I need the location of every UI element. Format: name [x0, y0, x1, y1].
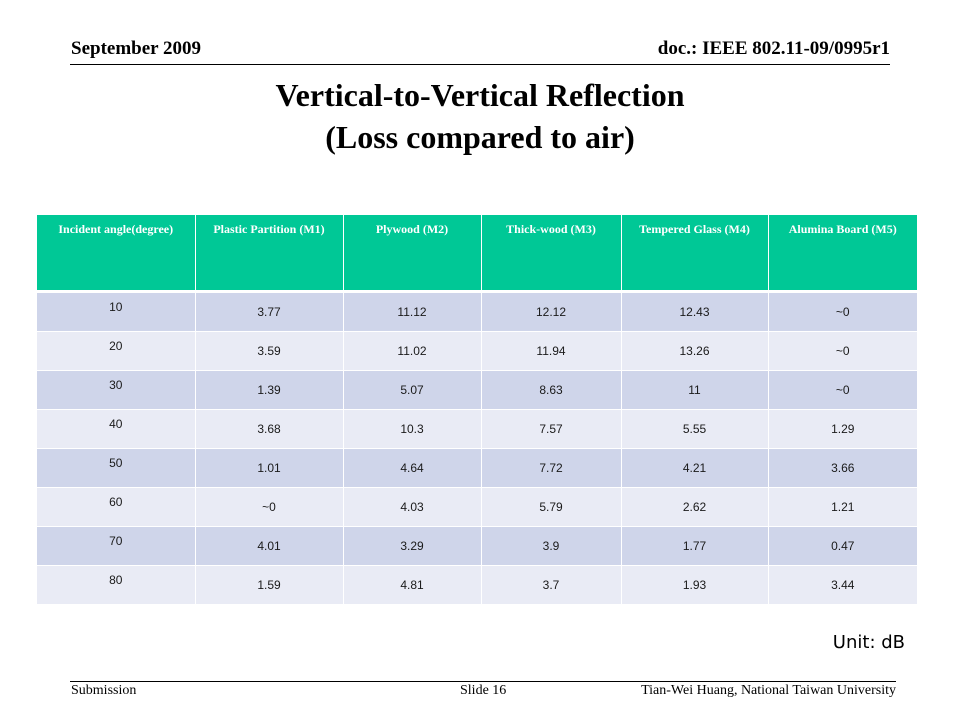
- reflection-loss-table: Incident angle(degree) Plastic Partition …: [37, 215, 917, 605]
- loss-value-cell: 3.66: [768, 448, 917, 488]
- column-header: Tempered Glass (M4): [621, 215, 769, 293]
- loss-value-cell: 13.26: [621, 331, 769, 371]
- loss-value-cell: 4.81: [343, 565, 482, 605]
- incident-angle-cell: 20: [37, 331, 196, 371]
- table-row: 70 4.01 3.29 3.9 1.77 0.47: [37, 526, 917, 566]
- slide-title: Vertical-to-Vertical Reflection (Loss co…: [70, 74, 890, 158]
- loss-value-cell: 1.01: [195, 448, 344, 488]
- table-row: 50 1.01 4.64 7.72 4.21 3.66: [37, 448, 917, 488]
- incident-angle-cell: 40: [37, 409, 196, 449]
- column-header: Plastic Partition (M1): [195, 215, 344, 293]
- loss-value-cell: 3.59: [195, 331, 344, 371]
- footer-slide-number: Slide 16: [460, 683, 507, 698]
- loss-value-cell: 4.64: [343, 448, 482, 488]
- loss-value-cell: 1.21: [768, 487, 917, 527]
- loss-value-cell: 0.47: [768, 526, 917, 566]
- column-header: Plywood (M2): [343, 215, 482, 293]
- table-body: 10 3.77 11.12 12.12 12.43 ~0 20 3.59 11.02 11.94 1…: [37, 291, 917, 605]
- loss-value-cell: 1.77: [621, 526, 769, 566]
- table-row: 80 1.59 4.81 3.7 1.93 3.44: [37, 565, 917, 605]
- footer-divider: [70, 681, 896, 682]
- header-doc-id: doc.: IEEE 802.11-09/0995r1: [657, 38, 890, 59]
- loss-value-cell: 5.07: [343, 370, 482, 410]
- table-row: 30 1.39 5.07 8.63 11 ~0: [37, 370, 917, 410]
- loss-value-cell: 1.39: [195, 370, 344, 410]
- loss-value-cell: 3.44: [768, 565, 917, 605]
- header-divider: [70, 64, 890, 65]
- loss-value-cell: 4.21: [621, 448, 769, 488]
- loss-value-cell: 11: [621, 370, 769, 410]
- column-header: Incident angle(degree): [37, 215, 196, 293]
- loss-value-cell: ~0: [768, 291, 917, 332]
- slide-title-line1: Vertical-to-Vertical Reflection: [275, 77, 685, 113]
- incident-angle-cell: 80: [37, 565, 196, 605]
- loss-value-cell: 4.03: [343, 487, 482, 527]
- table-row: 40 3.68 10.3 7.57 5.55 1.29: [37, 409, 917, 449]
- incident-angle-cell: 60: [37, 487, 196, 527]
- loss-value-cell: 12.43: [621, 291, 769, 332]
- table-row: 20 3.59 11.02 11.94 13.26 ~0: [37, 331, 917, 371]
- table-header-row: Incident angle(degree) Plastic Partition …: [37, 215, 917, 293]
- slide-title-line2: (Loss compared to air): [325, 119, 635, 155]
- column-header: Alumina Board (M5): [768, 215, 917, 293]
- loss-value-cell: 7.57: [481, 409, 622, 449]
- incident-angle-cell: 30: [37, 370, 196, 410]
- column-header: Thick-wood (M3): [481, 215, 622, 293]
- loss-value-cell: 2.62: [621, 487, 769, 527]
- loss-value-cell: 11.94: [481, 331, 622, 371]
- incident-angle-cell: 50: [37, 448, 196, 488]
- footer-author: Tian-Wei Huang, National Taiwan Universi…: [641, 683, 896, 698]
- loss-value-cell: 7.72: [481, 448, 622, 488]
- table-row: 10 3.77 11.12 12.12 12.43 ~0: [37, 291, 917, 332]
- loss-value-cell: 1.93: [621, 565, 769, 605]
- footer-submission: Submission: [71, 683, 137, 698]
- loss-value-cell: 10.3: [343, 409, 482, 449]
- loss-value-cell: ~0: [768, 370, 917, 410]
- loss-value-cell: 3.9: [481, 526, 622, 566]
- loss-value-cell: 4.01: [195, 526, 344, 566]
- header-date: September 2009: [71, 38, 201, 59]
- unit-label: Unit: dB: [832, 632, 905, 653]
- loss-value-cell: 11.02: [343, 331, 482, 371]
- loss-value-cell: 3.7: [481, 565, 622, 605]
- table-row: 60 ~0 4.03 5.79 2.62 1.21: [37, 487, 917, 527]
- loss-value-cell: 11.12: [343, 291, 482, 332]
- loss-value-cell: 5.79: [481, 487, 622, 527]
- loss-value-cell: ~0: [195, 487, 344, 527]
- loss-value-cell: 12.12: [481, 291, 622, 332]
- loss-value-cell: 3.77: [195, 291, 344, 332]
- incident-angle-cell: 70: [37, 526, 196, 566]
- loss-value-cell: 3.68: [195, 409, 344, 449]
- loss-value-cell: 3.29: [343, 526, 482, 566]
- incident-angle-cell: 10: [37, 291, 196, 332]
- loss-value-cell: ~0: [768, 331, 917, 371]
- loss-value-cell: 1.59: [195, 565, 344, 605]
- loss-value-cell: 8.63: [481, 370, 622, 410]
- loss-value-cell: 1.29: [768, 409, 917, 449]
- loss-value-cell: 5.55: [621, 409, 769, 449]
